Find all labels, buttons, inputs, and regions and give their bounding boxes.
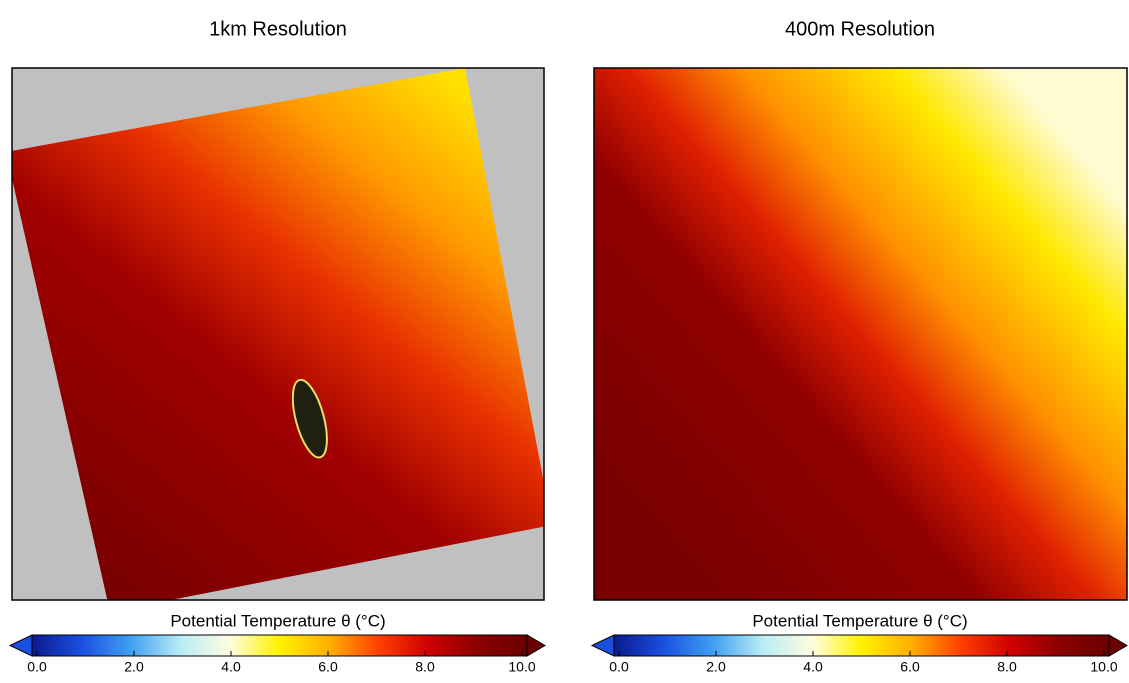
colorbar-tick-label: 0.0 (609, 659, 629, 675)
colorbar-tick-label: 10.0 (1090, 659, 1117, 675)
colorbar-tick-label: 0.0 (27, 659, 47, 675)
panel-title: 1km Resolution (209, 18, 347, 40)
colorbar-tick-label: 6.0 (318, 659, 338, 675)
colorbar-tick-label: 8.0 (415, 659, 435, 675)
colorbar-tick-label: 10.0 (508, 659, 535, 675)
panel-left: 1km Resolution (6, 18, 552, 612)
colorbar (614, 635, 1109, 656)
field (594, 68, 1127, 600)
colorbar-tick-label: 4.0 (803, 659, 823, 675)
figure: 1km Resolution 400m Resolution Potential… (0, 0, 1129, 678)
colorbar-extend-high (527, 635, 545, 656)
colorbar-tick-label: 8.0 (997, 659, 1017, 675)
colorbar-extend-high (1109, 635, 1127, 656)
colorbar-tick-label: 2.0 (706, 659, 726, 675)
colorbar-tick-label: 2.0 (124, 659, 144, 675)
colorbar-extend-low (10, 635, 32, 656)
colorbar-label: Potential Temperature θ (°C) (170, 611, 385, 630)
colorbar-label: Potential Temperature θ (°C) (752, 611, 967, 630)
colorbar-tick-label: 4.0 (221, 659, 241, 675)
colorbar-extend-low (592, 635, 614, 656)
panel-right: 400m Resolution (594, 18, 1127, 600)
panel-title: 400m Resolution (785, 18, 935, 40)
colorbar-tick-label: 6.0 (900, 659, 920, 675)
colorbar (32, 635, 527, 656)
